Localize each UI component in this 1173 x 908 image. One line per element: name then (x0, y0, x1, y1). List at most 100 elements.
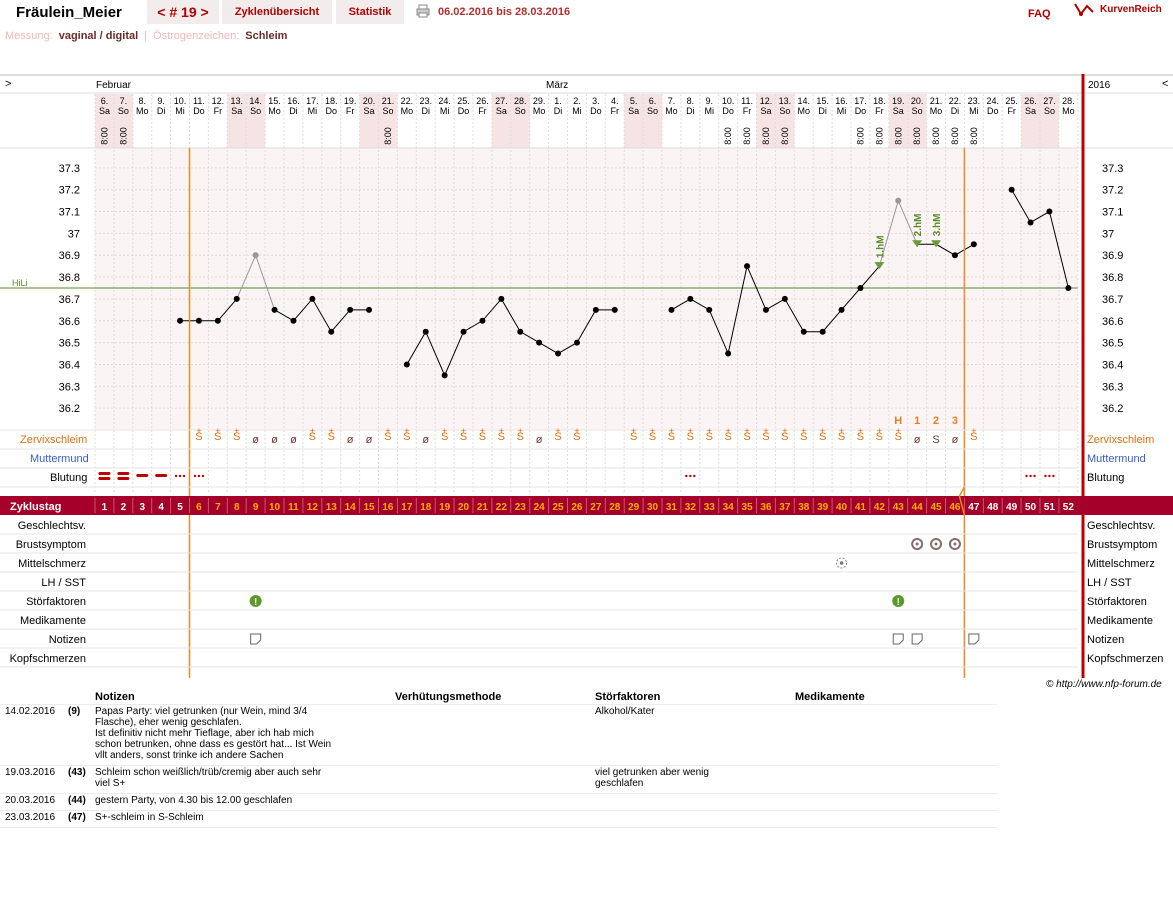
cervix-value: S (517, 431, 524, 443)
note-disturbance-line: Alkohol/Kater (595, 706, 655, 717)
weekday-label: Mi (175, 106, 185, 116)
day-number: 11. (741, 96, 753, 106)
cervix-value: ø (347, 434, 354, 446)
weekday-label: So (382, 106, 393, 116)
temperature-point (347, 306, 354, 313)
day-number: 19. (344, 96, 357, 106)
cervix-plus: + (688, 426, 693, 436)
weekend-shade (227, 94, 247, 148)
cycle-day-number: 47 (968, 502, 980, 513)
weekday-label: Do (325, 106, 337, 116)
bleeding-row-label: Blutung (50, 472, 87, 484)
estrogen-label: Östrogenzeichen: (153, 30, 240, 42)
cycle-day-number: 14 (345, 502, 357, 513)
y-tick-right: 36.7 (1102, 294, 1123, 306)
bleeding-heavy (117, 472, 130, 475)
note-text-line: viel S+ (95, 778, 126, 789)
cycle-day-number: 44 (912, 502, 924, 513)
bleeding-heavy (98, 472, 111, 475)
breast-icon-dot (934, 542, 938, 546)
cycle-day-number: 48 (987, 502, 999, 513)
weekday-label: Do (193, 106, 205, 116)
cervix-value: ø (422, 434, 429, 446)
cervix-value: S (932, 434, 939, 446)
weekday-label: Do (590, 106, 602, 116)
weekday-label: Fr (743, 106, 752, 116)
nav-prev-icon[interactable]: > (5, 78, 11, 90)
row-divider (0, 793, 997, 794)
cycle-day-number: 25 (552, 502, 564, 513)
y-tick-right: 37.2 (1102, 185, 1123, 197)
warning-icon (249, 595, 262, 607)
cervix-value: S (195, 431, 202, 443)
cycle-overview-tab[interactable]: Zyklenübersicht (222, 0, 332, 24)
printer-icon[interactable] (416, 4, 430, 18)
temperature-point (271, 306, 278, 313)
weekday-label: Do (458, 106, 470, 116)
time-label: 8:00 (931, 127, 941, 145)
cycle-day-number: 50 (1025, 502, 1037, 513)
symptom-row-label: Notizen (49, 634, 86, 646)
day-number: 9. (705, 96, 713, 106)
notes-header: Notizen (95, 691, 135, 703)
cervix-plus: + (234, 426, 239, 436)
day-number: 19. (892, 96, 905, 106)
cervix-value: S (724, 431, 731, 443)
weekend-shade (510, 94, 530, 148)
pain-icon-dot (839, 561, 844, 565)
cycle-day-number: 43 (893, 502, 905, 513)
temperature-point (252, 252, 259, 259)
day-number: 15. (816, 96, 829, 106)
cervix-value: S (781, 431, 788, 443)
row-divider (0, 810, 997, 811)
weekday-label: Sa (99, 106, 110, 116)
note-text-line: vllt anders, sonst trinke ich andere Sac… (95, 750, 284, 761)
statistics-tab[interactable]: Statistik (336, 0, 404, 24)
peak-label: 2 (933, 415, 939, 427)
symptom-row-label-right: Kopfschmerzen (1087, 653, 1163, 665)
bleeding-light (1033, 474, 1036, 478)
weekday-label: Sa (760, 106, 771, 116)
year-label: 2016 (1088, 80, 1111, 91)
bleeding-light (201, 474, 205, 478)
day-number: 24. (986, 96, 999, 106)
nav-next-icon[interactable]: < (1162, 78, 1168, 90)
cycle-day-number: 13 (326, 502, 338, 513)
note-icon (250, 633, 262, 645)
cycle-day-number: 20 (458, 502, 470, 513)
day-number: 20. (363, 96, 376, 106)
note-row: 14.02.2016 (9) Papas Party: viel getrunken… (0, 706, 997, 767)
cycle-day-number: 36 (760, 502, 772, 513)
temperature-line (1011, 189, 1069, 289)
weekday-label: Sa (1025, 106, 1036, 116)
note-row: 20.03.2016 (44) gestern Party, von 4.30 bi… (0, 795, 997, 812)
note-cycle-day: (43) (68, 767, 86, 778)
cervix-plus: + (480, 426, 485, 436)
note-row: 19.03.2016 (43) Schleim schon weißlich/trü… (0, 767, 997, 795)
cycle-day-number: 12 (307, 502, 319, 513)
time-label: 8:00 (780, 127, 790, 145)
bleeding-medium (136, 474, 149, 477)
weekday-label: Do (722, 106, 734, 116)
symptom-row-label: Geschlechtsv. (18, 520, 86, 532)
weekday-label: Fr (1007, 106, 1016, 116)
bleeding-medium (155, 474, 168, 477)
cervix-value: ø (914, 434, 921, 446)
weekday-label: So (515, 106, 526, 116)
symptom-row-label: Kopfschmerzen (10, 653, 86, 665)
higher-measurement-label: 1.hM (875, 235, 886, 258)
day-number: 22. (949, 96, 962, 106)
cycle-nav-tab[interactable]: < # 19 > (147, 0, 219, 24)
time-label: 8:00 (761, 127, 771, 145)
weekday-label: Mo (268, 106, 281, 116)
weekday-label: Mo (136, 106, 149, 116)
day-number: 14. (249, 96, 262, 106)
cervix-value: S (970, 431, 977, 443)
note-date: 19.03.2016 (5, 767, 56, 778)
cycle-day-number: 35 (741, 502, 753, 513)
breast-icon (911, 538, 924, 550)
temperature-point (555, 350, 562, 357)
faq-link[interactable]: FAQ (1028, 8, 1051, 20)
time-label: 8:00 (855, 127, 865, 145)
cervix-value: S (403, 431, 410, 443)
